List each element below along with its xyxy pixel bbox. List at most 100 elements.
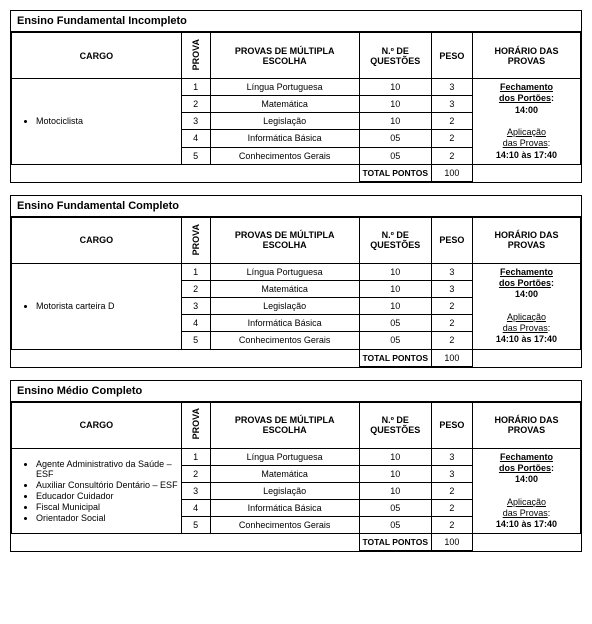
spacer <box>12 534 182 551</box>
prova-num: 5 <box>181 517 210 534</box>
weight-value: 3 <box>431 263 472 280</box>
weight-value: 2 <box>431 517 472 534</box>
th-schedule: HORÁRIO DAS PROVAS <box>472 217 580 263</box>
weight-value: 2 <box>431 482 472 499</box>
prova-num: 3 <box>181 113 210 130</box>
th-cargo: CARGO <box>12 402 182 448</box>
question-count: 10 <box>359 482 431 499</box>
question-count: 05 <box>359 332 431 349</box>
section: Ensino Fundamental IncompletoCARGOPROVAP… <box>10 10 582 183</box>
cargo-cell: Motociclista <box>12 79 182 165</box>
th-subject: PROVAS DE MÚLTIPLA ESCOLHA <box>210 33 359 79</box>
subject-name: Conhecimentos Gerais <box>210 517 359 534</box>
subject-name: Conhecimentos Gerais <box>210 332 359 349</box>
th-questions: N.º DE QUESTÕES <box>359 33 431 79</box>
prova-num: 1 <box>181 448 210 465</box>
question-count: 10 <box>359 465 431 482</box>
weight-value: 3 <box>431 448 472 465</box>
total-label: TOTAL PONTOS <box>359 164 431 181</box>
question-count: 05 <box>359 130 431 147</box>
subject-name: Informática Básica <box>210 315 359 332</box>
question-count: 10 <box>359 280 431 297</box>
subject-name: Informática Básica <box>210 130 359 147</box>
weight-value: 3 <box>431 79 472 96</box>
prova-num: 4 <box>181 499 210 516</box>
subject-name: Matemática <box>210 96 359 113</box>
subject-name: Legislação <box>210 113 359 130</box>
prova-num: 2 <box>181 96 210 113</box>
grade-table: CARGOPROVAPROVAS DE MÚLTIPLA ESCOLHAN.º … <box>11 32 581 182</box>
grade-table: CARGOPROVAPROVAS DE MÚLTIPLA ESCOLHAN.º … <box>11 402 581 552</box>
cargo-item: Educador Cuidador <box>36 491 179 501</box>
th-questions: N.º DE QUESTÕES <box>359 217 431 263</box>
weight-value: 2 <box>431 315 472 332</box>
total-value: 100 <box>431 349 472 366</box>
question-count: 05 <box>359 517 431 534</box>
section-title: Ensino Fundamental Incompleto <box>11 11 581 32</box>
weight-value: 3 <box>431 465 472 482</box>
prova-num: 3 <box>181 298 210 315</box>
total-value: 100 <box>431 164 472 181</box>
question-count: 05 <box>359 147 431 164</box>
prova-num: 2 <box>181 280 210 297</box>
subject-name: Matemática <box>210 465 359 482</box>
section-title: Ensino Médio Completo <box>11 381 581 402</box>
spacer <box>12 164 182 181</box>
prova-num: 5 <box>181 332 210 349</box>
schedule-cell: Fechamentodos Portões:14:00Aplicaçãodas … <box>472 448 580 534</box>
subject-name: Legislação <box>210 482 359 499</box>
spacer <box>210 534 359 551</box>
spacer <box>472 534 580 551</box>
question-count: 10 <box>359 79 431 96</box>
weight-value: 2 <box>431 130 472 147</box>
prova-num: 4 <box>181 315 210 332</box>
cargo-item: Orientador Social <box>36 513 179 523</box>
th-weight: PESO <box>431 402 472 448</box>
total-value: 100 <box>431 534 472 551</box>
weight-value: 3 <box>431 96 472 113</box>
question-count: 10 <box>359 263 431 280</box>
subject-name: Legislação <box>210 298 359 315</box>
subject-name: Língua Portuguesa <box>210 448 359 465</box>
weight-value: 2 <box>431 147 472 164</box>
cargo-item: Motociclista <box>36 116 179 126</box>
weight-value: 2 <box>431 499 472 516</box>
th-prova: PROVA <box>181 402 210 448</box>
subject-name: Informática Básica <box>210 499 359 516</box>
question-count: 10 <box>359 113 431 130</box>
cargo-item: Auxiliar Consultório Dentário – ESF <box>36 480 179 490</box>
weight-value: 2 <box>431 332 472 349</box>
spacer <box>181 349 210 366</box>
total-label: TOTAL PONTOS <box>359 534 431 551</box>
prova-num: 2 <box>181 465 210 482</box>
th-prova: PROVA <box>181 217 210 263</box>
prova-num: 5 <box>181 147 210 164</box>
cargo-item: Agente Administrativo da Saúde – ESF <box>36 459 179 479</box>
section: Ensino Médio CompletoCARGOPROVAPROVAS DE… <box>10 380 582 553</box>
spacer <box>472 164 580 181</box>
question-count: 10 <box>359 96 431 113</box>
spacer <box>210 164 359 181</box>
th-schedule: HORÁRIO DAS PROVAS <box>472 402 580 448</box>
prova-num: 1 <box>181 263 210 280</box>
weight-value: 2 <box>431 298 472 315</box>
spacer <box>12 349 182 366</box>
question-count: 10 <box>359 448 431 465</box>
th-subject: PROVAS DE MÚLTIPLA ESCOLHA <box>210 217 359 263</box>
th-questions: N.º DE QUESTÕES <box>359 402 431 448</box>
question-count: 10 <box>359 298 431 315</box>
section-title: Ensino Fundamental Completo <box>11 196 581 217</box>
grade-table: CARGOPROVAPROVAS DE MÚLTIPLA ESCOLHAN.º … <box>11 217 581 367</box>
th-prova: PROVA <box>181 33 210 79</box>
prova-num: 4 <box>181 130 210 147</box>
cargo-cell: Motorista carteira D <box>12 263 182 349</box>
subject-name: Língua Portuguesa <box>210 79 359 96</box>
cargo-cell: Agente Administrativo da Saúde – ESFAuxi… <box>12 448 182 534</box>
schedule-cell: Fechamentodos Portões:14:00Aplicaçãodas … <box>472 263 580 349</box>
th-cargo: CARGO <box>12 217 182 263</box>
th-weight: PESO <box>431 217 472 263</box>
th-schedule: HORÁRIO DAS PROVAS <box>472 33 580 79</box>
subject-name: Matemática <box>210 280 359 297</box>
prova-num: 3 <box>181 482 210 499</box>
spacer <box>181 164 210 181</box>
